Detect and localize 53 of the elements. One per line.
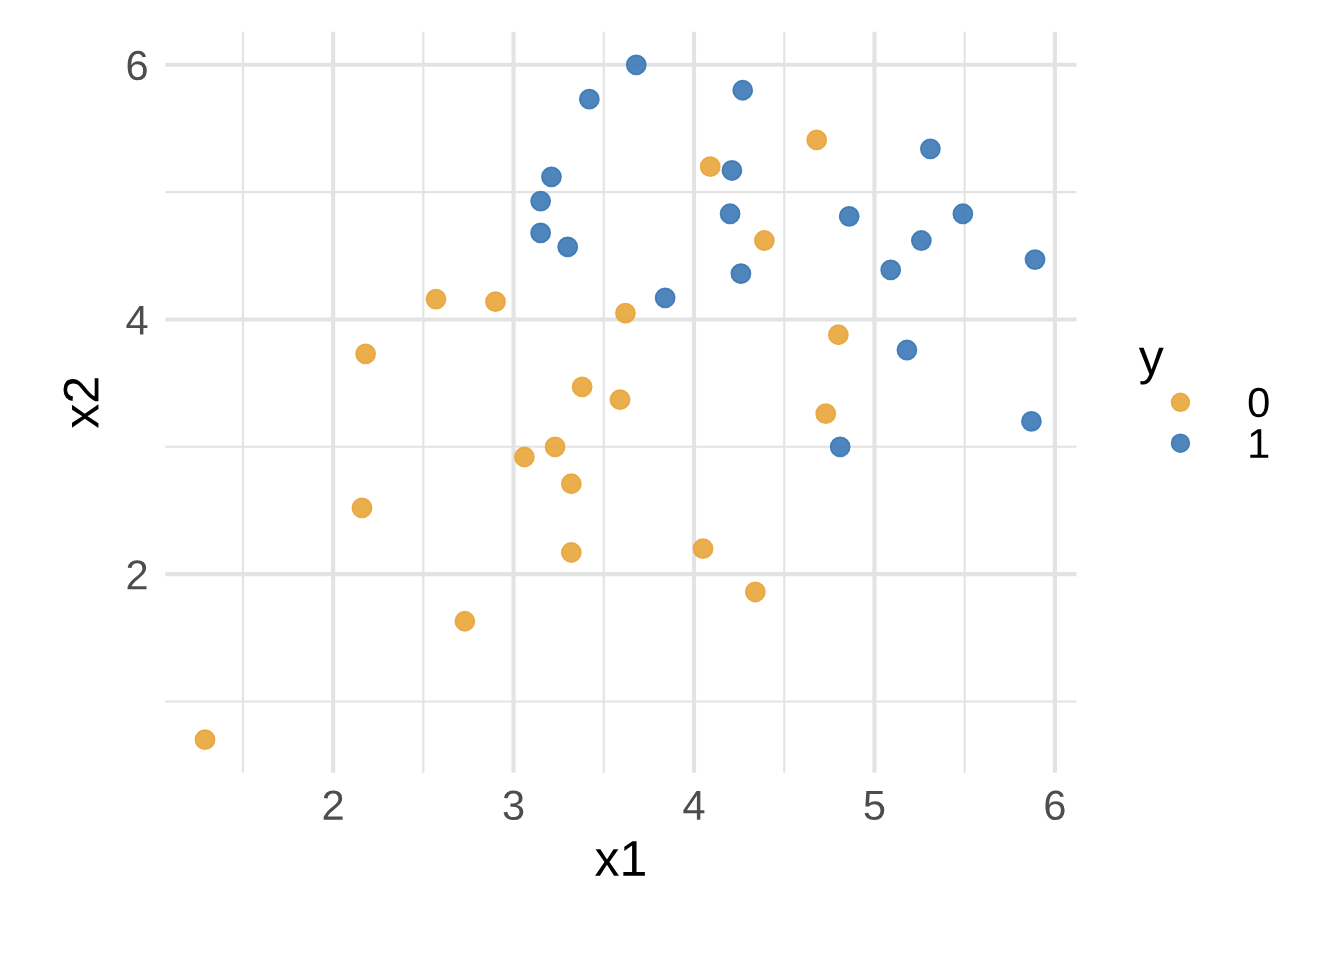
- point: [530, 190, 552, 212]
- x-tick-label: 5: [864, 791, 885, 821]
- point: [557, 236, 579, 258]
- point: [513, 446, 535, 468]
- point: [578, 88, 600, 110]
- point: [615, 302, 636, 324]
- x-tick-label: 6: [1045, 790, 1065, 821]
- x-tick-label: 4: [683, 791, 705, 820]
- point: [829, 436, 851, 458]
- point: [194, 729, 216, 751]
- legend-label: 1: [1250, 429, 1269, 458]
- x-tick-label: 3: [503, 790, 524, 821]
- point: [838, 205, 860, 227]
- legend-title: y: [1138, 347, 1164, 385]
- point: [827, 324, 849, 346]
- legend-label: 0: [1248, 387, 1269, 418]
- point: [571, 376, 593, 398]
- point: [609, 389, 631, 411]
- point: [910, 230, 932, 251]
- point: [351, 497, 373, 519]
- point: [1024, 249, 1046, 271]
- point: [896, 339, 918, 361]
- point: [355, 343, 377, 365]
- point: [719, 203, 741, 225]
- point: [919, 138, 941, 160]
- point: [425, 288, 447, 310]
- point: [1021, 410, 1042, 432]
- point: [730, 263, 752, 285]
- point: [454, 610, 476, 632]
- point: [625, 54, 647, 76]
- point: [753, 230, 775, 251]
- point: [880, 259, 902, 281]
- point: [952, 203, 974, 225]
- y-axis-title: x2: [63, 378, 99, 429]
- y-tick-label: 4: [126, 305, 148, 335]
- y-tick-label: 2: [127, 560, 147, 590]
- point: [721, 160, 743, 181]
- point: [654, 287, 676, 309]
- point: [806, 129, 828, 151]
- point: [560, 473, 582, 495]
- point: [744, 581, 766, 603]
- point: [815, 403, 837, 425]
- point: [541, 166, 562, 188]
- y-tick-label: 6: [127, 50, 147, 81]
- point: [699, 156, 721, 178]
- point: [692, 538, 714, 560]
- point: [732, 79, 754, 101]
- x-tick-label: 2: [323, 790, 343, 820]
- point: [530, 222, 552, 244]
- point: [485, 291, 506, 313]
- point: [560, 542, 582, 563]
- x-axis-title: x1: [595, 841, 645, 876]
- point: [544, 436, 566, 458]
